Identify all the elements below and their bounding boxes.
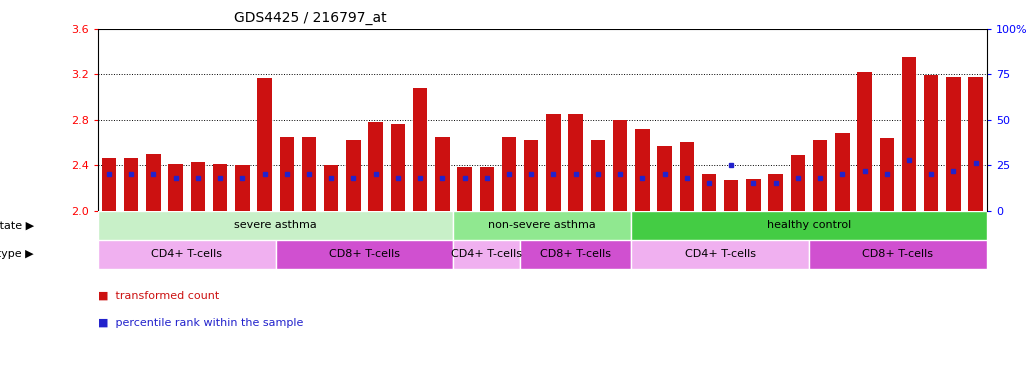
Bar	[98, 210, 453, 240]
Bar	[613, 120, 627, 210]
Bar	[631, 210, 987, 240]
Bar	[390, 124, 405, 210]
Bar	[724, 180, 739, 210]
Bar	[746, 179, 760, 210]
Bar	[590, 140, 605, 210]
Text: CD4+ T-cells: CD4+ T-cells	[685, 249, 756, 259]
Bar	[701, 174, 716, 210]
Bar	[191, 162, 205, 210]
Bar	[102, 158, 116, 210]
Bar	[520, 240, 631, 269]
Text: healthy control: healthy control	[767, 220, 851, 230]
Bar	[813, 140, 827, 210]
Bar	[124, 158, 138, 210]
Bar	[235, 165, 249, 210]
Bar	[924, 75, 938, 210]
Bar	[302, 137, 316, 210]
Bar	[768, 174, 783, 210]
Text: non-severe asthma: non-severe asthma	[488, 220, 596, 230]
Bar	[631, 240, 809, 269]
Bar	[453, 240, 520, 269]
Bar	[279, 137, 294, 210]
Bar	[857, 72, 871, 210]
Text: CD4+ T-cells: CD4+ T-cells	[451, 249, 522, 259]
Bar	[453, 210, 631, 240]
Bar	[835, 133, 850, 210]
Bar	[880, 138, 894, 210]
Text: cell type ▶: cell type ▶	[0, 249, 34, 259]
Bar	[435, 137, 449, 210]
Bar	[546, 114, 560, 210]
Bar	[213, 164, 228, 210]
Text: CD8+ T-cells: CD8+ T-cells	[540, 249, 611, 259]
Bar	[524, 140, 539, 210]
Bar	[968, 76, 983, 210]
Bar	[276, 240, 453, 269]
Bar	[146, 154, 161, 210]
Text: ■  percentile rank within the sample: ■ percentile rank within the sample	[98, 318, 303, 328]
Bar	[947, 76, 961, 210]
Bar	[98, 240, 276, 269]
Bar	[346, 140, 360, 210]
Bar	[369, 122, 383, 210]
Bar	[457, 167, 472, 210]
Bar	[791, 155, 805, 210]
Text: CD8+ T-cells: CD8+ T-cells	[862, 249, 933, 259]
Bar	[480, 167, 494, 210]
Text: CD8+ T-cells: CD8+ T-cells	[329, 249, 400, 259]
Text: GDS4425 / 216797_at: GDS4425 / 216797_at	[234, 11, 386, 25]
Bar	[169, 164, 183, 210]
Bar	[324, 165, 339, 210]
Bar	[569, 114, 583, 210]
Bar	[809, 240, 987, 269]
Text: ■  transformed count: ■ transformed count	[98, 291, 219, 301]
Bar	[413, 88, 427, 210]
Bar	[657, 146, 672, 210]
Bar	[258, 78, 272, 210]
Text: severe asthma: severe asthma	[234, 220, 317, 230]
Bar	[680, 142, 694, 210]
Text: disease state ▶: disease state ▶	[0, 220, 34, 230]
Bar	[502, 137, 516, 210]
Bar	[636, 129, 650, 210]
Text: CD4+ T-cells: CD4+ T-cells	[151, 249, 222, 259]
Bar	[901, 57, 916, 210]
